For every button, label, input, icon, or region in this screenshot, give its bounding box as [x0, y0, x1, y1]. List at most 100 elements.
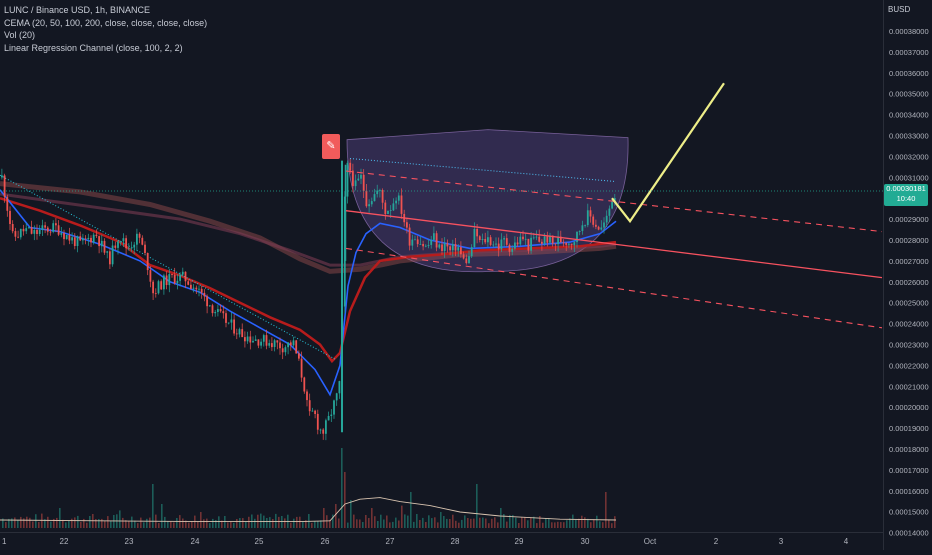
candle-body [481, 239, 484, 240]
volume-bar [446, 518, 448, 528]
candle-body [127, 247, 130, 249]
volume-bar [416, 514, 418, 528]
volume-bar [2, 518, 4, 528]
candle-body [346, 162, 349, 197]
price-tick-label: 0.00023000 [889, 341, 929, 350]
volume-bar [113, 515, 115, 528]
time-axis[interactable]: 1 22 23 24 25 26 27 28 29 30 Oct 2 3 4 [2, 537, 849, 546]
dotted-trendline [0, 174, 336, 360]
candle-body [438, 244, 441, 248]
candle-body [443, 243, 446, 251]
volume-bar [368, 518, 370, 528]
price-tick-label: 0.00033000 [889, 132, 929, 141]
candle-body [28, 227, 30, 229]
volume-bar [461, 519, 463, 528]
candle-body [554, 243, 557, 245]
candle-body [508, 244, 511, 252]
legend-volume[interactable]: Vol (20) [4, 30, 36, 40]
volume-bar [227, 522, 229, 528]
volume-bar [77, 515, 79, 528]
volume-bar [317, 521, 319, 528]
time-tick-label: 23 [125, 537, 134, 546]
chart-legend: LUNC / Binance USD, 1h, BINANCE CEMA (20… [4, 4, 207, 54]
candle-body [308, 400, 311, 412]
candle-body [387, 210, 389, 214]
candle-body [362, 174, 365, 191]
volume-bar [404, 514, 406, 528]
volume-bar [242, 518, 244, 528]
price-tick-label: 0.00031000 [889, 173, 929, 182]
volume-bar [437, 522, 439, 528]
candle-body [514, 242, 516, 249]
volume-bar [164, 516, 166, 528]
candle-body [136, 233, 138, 245]
current-price-value: 0.00030181 [886, 184, 926, 193]
volume-bar [260, 513, 262, 528]
candle-body [152, 281, 154, 294]
candle-body [46, 227, 49, 232]
volume-bar [521, 517, 523, 528]
candle-body [122, 238, 125, 242]
time-tick-label: 1 [2, 537, 7, 546]
candle-body [530, 237, 532, 251]
volume-bar [122, 517, 124, 528]
candle-body [233, 319, 235, 334]
volume-bar [554, 522, 556, 528]
volume-bar [515, 517, 517, 528]
candle-body [527, 238, 530, 251]
candle-body [300, 358, 303, 378]
candle-body [14, 231, 17, 237]
candle-body [357, 178, 360, 181]
candle-body [416, 239, 419, 245]
volume-bar [326, 515, 328, 528]
candle-body [268, 343, 271, 346]
candle-body [144, 244, 146, 253]
price-axis[interactable]: 0.00038000 0.00037000 0.00036000 0.00035000… [889, 27, 929, 538]
candle-body [287, 342, 289, 348]
volume-bar [512, 515, 514, 528]
candle-body [379, 190, 381, 191]
candle-body [176, 280, 179, 284]
candle-body [133, 244, 136, 248]
volume-bar [365, 515, 367, 528]
candle-body [511, 248, 514, 252]
candle-body [349, 162, 352, 171]
candle-body [130, 247, 133, 249]
candle-body [63, 233, 65, 240]
volume-bar [464, 515, 466, 528]
price-tick-label: 0.00017000 [889, 466, 929, 475]
candle-body [109, 251, 111, 265]
candle-body [578, 231, 581, 232]
legend-cema[interactable]: CEMA (20, 50, 100, 200, close, close, cl… [4, 17, 208, 28]
volume-bar [587, 518, 589, 528]
volume-bar [572, 514, 574, 528]
candle-body [76, 236, 79, 246]
volume-bar [5, 522, 7, 528]
legend-regression[interactable]: Linear Regression Channel (close, 100, 2… [4, 42, 183, 53]
volume-bar [95, 519, 97, 528]
volume-bar [182, 518, 184, 528]
volume-bar [140, 517, 142, 528]
volume-bar [215, 520, 217, 528]
candle-body [55, 223, 57, 226]
candle-body [179, 274, 181, 281]
volume-bar [86, 522, 88, 528]
candle-body [327, 416, 330, 421]
currency-label: BUSD [888, 5, 911, 14]
volume-bar [302, 521, 304, 528]
volume-bar [290, 522, 292, 528]
volume-bar [614, 516, 616, 528]
candle-body [543, 236, 546, 244]
volume-bar [584, 517, 586, 528]
candle-body [414, 239, 416, 241]
candle-body [160, 281, 163, 290]
candle-body [478, 236, 481, 240]
candles-layer [1, 158, 616, 441]
volume-bar [545, 518, 547, 528]
pencil-icon[interactable]: ✎ [322, 134, 340, 159]
time-tick-label: 29 [515, 537, 524, 546]
candle-body [171, 274, 173, 275]
legend-symbol-title[interactable]: LUNC / Binance USD, 1h, BINANCE [4, 5, 151, 15]
